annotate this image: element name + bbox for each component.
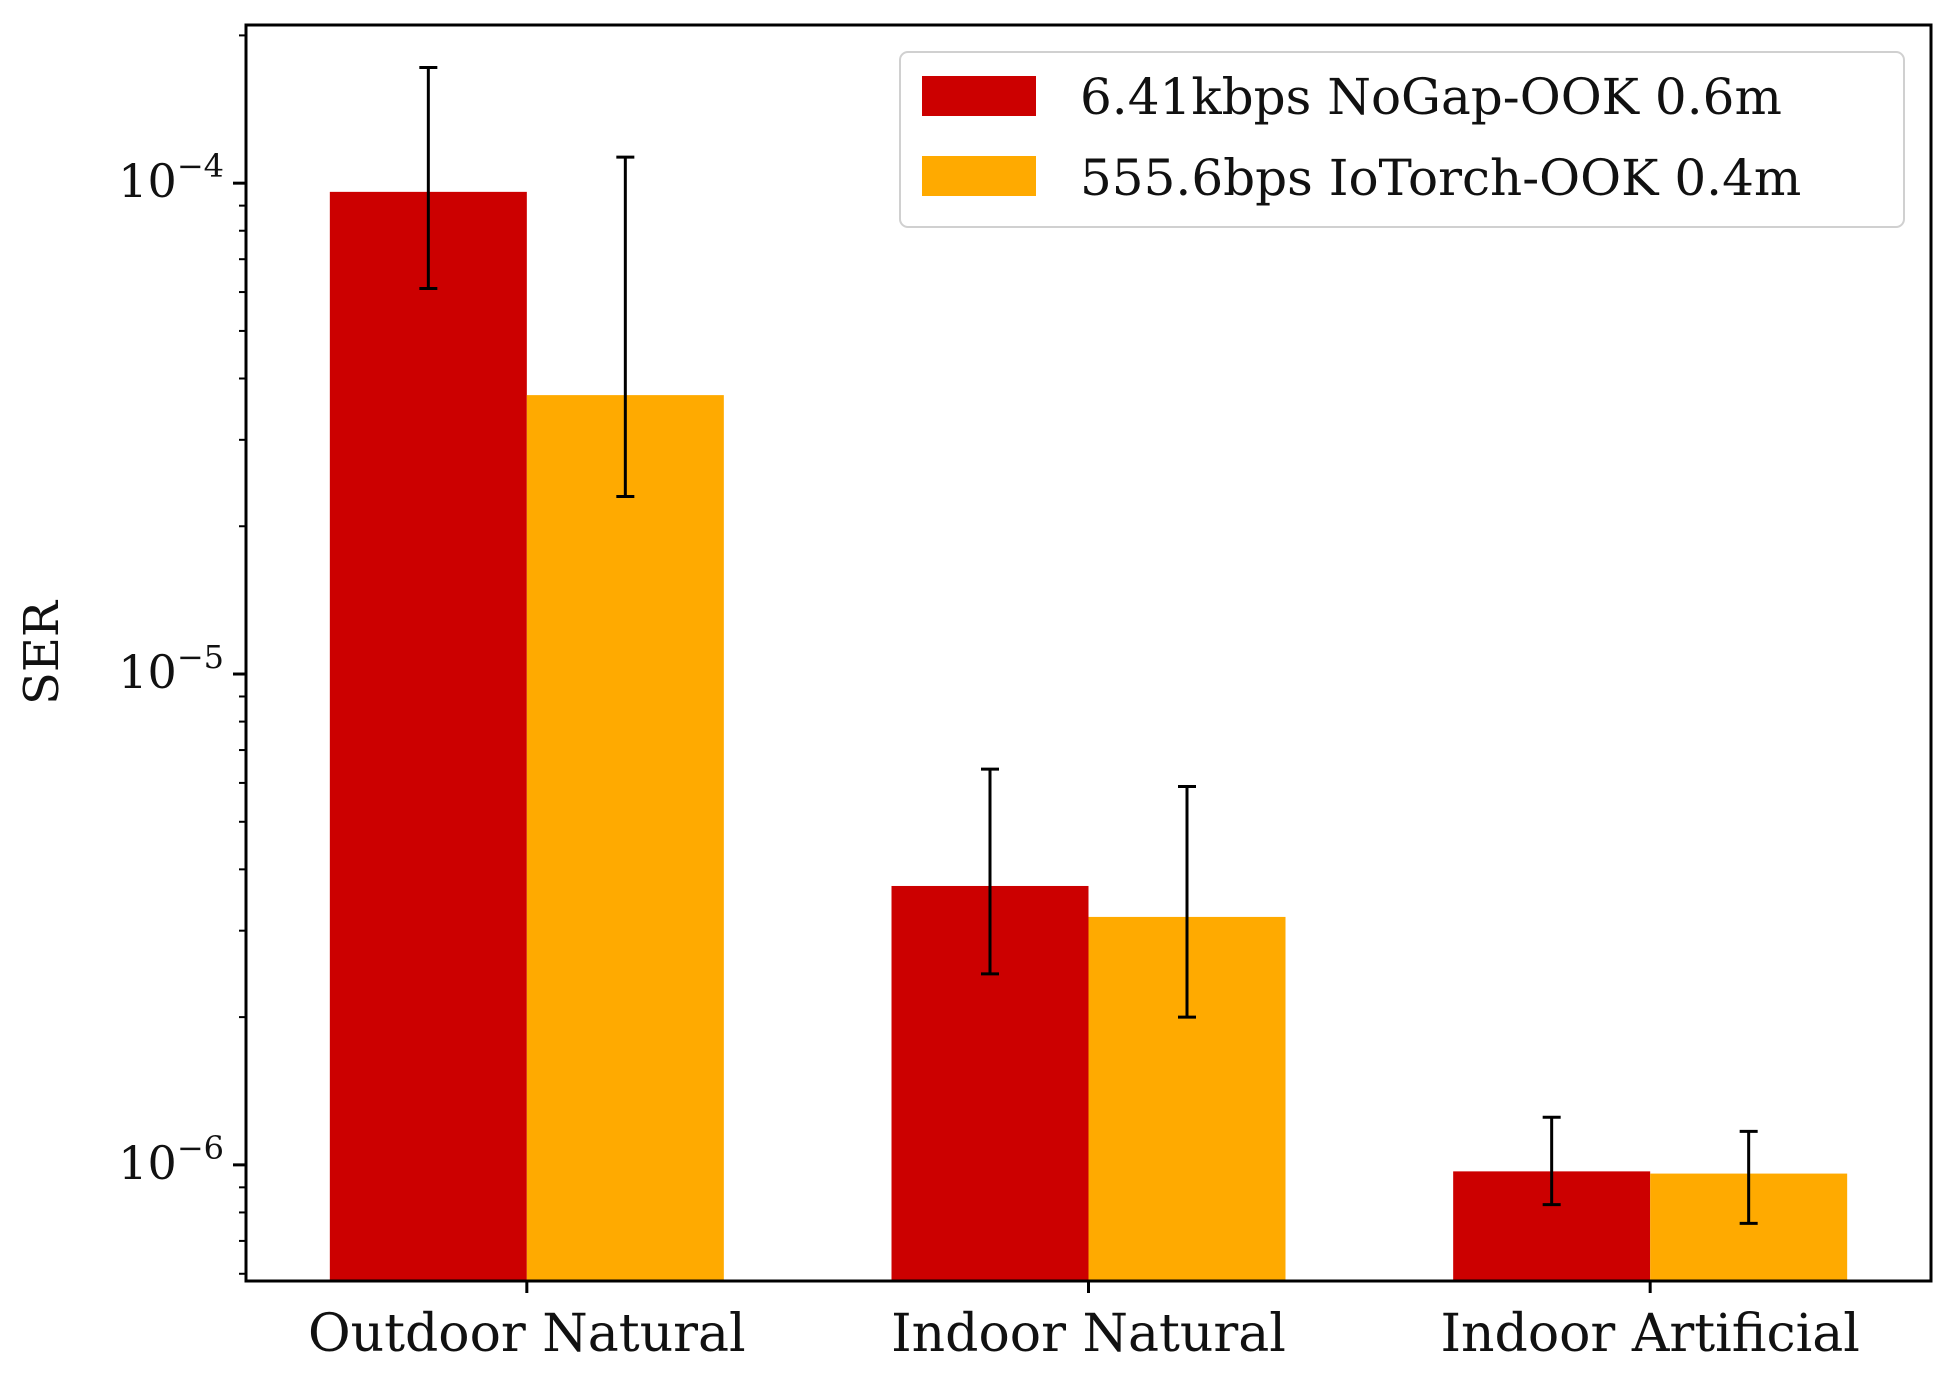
y-axis: 10−4 10−5 10−6 (118, 34, 246, 1275)
legend-swatch-iotorch (922, 156, 1036, 196)
legend-swatch-nogap (922, 76, 1036, 116)
error-bar-indoor-natural-series-1 (1178, 784, 1196, 1019)
error-bar-indoor-artificial-series-1 (1739, 1129, 1758, 1225)
bar-outdoor-natural-series-1 (526, 395, 724, 1281)
y-tick-label: 10−6 (118, 1129, 224, 1190)
x-axis: Outdoor Natural Indoor Natural Indoor Arti… (308, 1281, 1860, 1364)
legend-frame (899, 51, 1905, 228)
error-bars-layer (419, 66, 1758, 1225)
legend-label-iotorch: 555.6bps IoTorch-OOK 0.4m (1080, 149, 1801, 207)
y-tick-label: 10−4 (118, 147, 224, 208)
error-bar-outdoor-natural-series-0 (419, 66, 438, 291)
legend-label-nogap: 6.41kbps NoGap-OOK 0.6m (1080, 68, 1782, 126)
x-tick-label-indoor-natural: Indoor Natural (891, 1304, 1286, 1364)
y-axis-title: SER (14, 599, 70, 705)
error-bar-outdoor-natural-series-1 (616, 155, 635, 498)
legend: 6.41kbps NoGap-OOK 0.6m 555.6bps IoTorch… (899, 51, 1905, 228)
x-tick-label-indoor-artificial: Indoor Artificial (1441, 1304, 1860, 1364)
y-tick-label: 10−5 (118, 638, 224, 699)
error-bar-indoor-artificial-series-0 (1542, 1115, 1561, 1207)
bars-layer (329, 191, 1848, 1281)
x-tick-label-outdoor-natural: Outdoor Natural (308, 1304, 746, 1364)
bar-outdoor-natural-series-0 (329, 191, 527, 1281)
error-bar-indoor-natural-series-0 (981, 767, 999, 976)
